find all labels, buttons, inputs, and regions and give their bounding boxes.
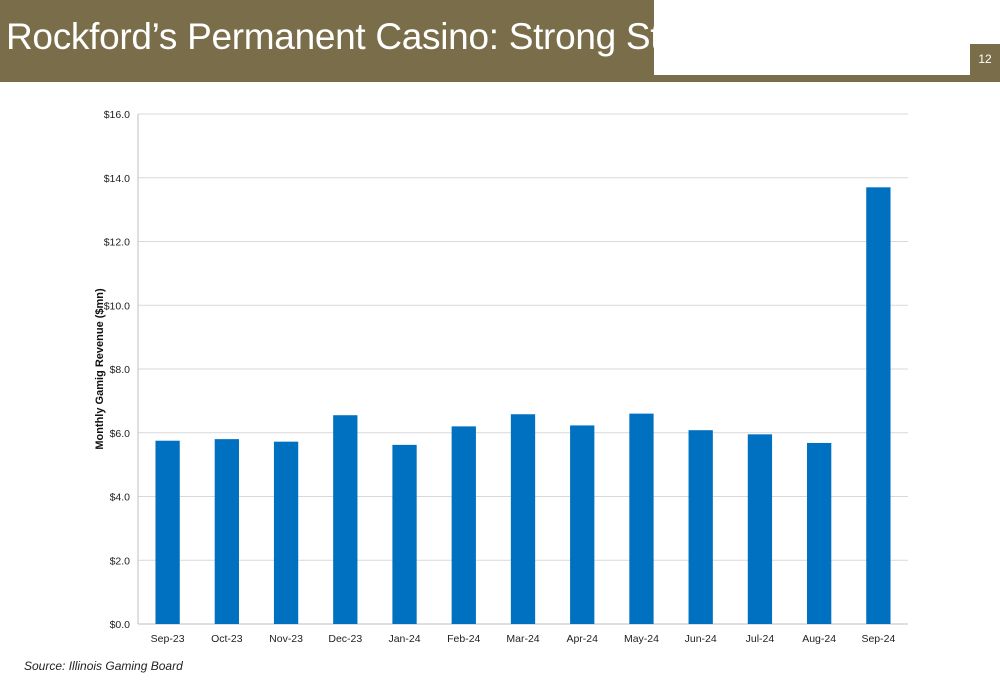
y-tick-label: $16.0 [104, 109, 130, 121]
source-note: Source: Illinois Gaming Board [24, 659, 183, 673]
page-number-box [970, 44, 1000, 75]
bar-apr-24 [570, 425, 595, 624]
bar-jan-24 [392, 444, 417, 624]
bars [155, 187, 891, 624]
bar-feb-24 [451, 426, 476, 624]
x-tick-label: Mar-24 [506, 633, 539, 645]
bar-dec-23 [333, 415, 358, 624]
y-tick-label: $12.0 [104, 237, 130, 249]
y-tick-label: $14.0 [104, 173, 130, 185]
x-tick-label: May-24 [624, 633, 659, 645]
x-tick-label: Oct-23 [211, 633, 243, 645]
y-tick-label: $10.0 [104, 300, 130, 312]
bar-aug-24 [807, 442, 832, 624]
y-tick-label: $8.0 [110, 364, 131, 376]
page-number: 12 [978, 52, 992, 66]
y-axis-label: Monthly Gamig Revenue ($mn) [94, 288, 106, 450]
bar-may-24 [629, 413, 654, 624]
bar-jun-24 [688, 430, 713, 624]
y-tick-label: $6.0 [110, 428, 131, 440]
header-white-panel [654, 0, 1000, 75]
y-tick-label: $2.0 [110, 555, 131, 567]
x-tick-label: Apr-24 [566, 633, 598, 645]
x-tick-label: Sep-23 [151, 633, 185, 645]
x-tick-label: Jun-24 [685, 633, 717, 645]
slide-title: Rockford’s Permanent Casino: Strong Star… [6, 16, 703, 57]
x-tick-label: Dec-23 [328, 633, 362, 645]
y-tick-label: $4.0 [110, 492, 131, 504]
bar-oct-23 [214, 439, 239, 624]
bar-sep-24 [866, 187, 891, 624]
bar-mar-24 [510, 414, 536, 624]
x-tick-label: Jan-24 [388, 633, 420, 645]
x-tick-label: Aug-24 [802, 633, 836, 645]
x-tick-label: Jul-24 [746, 633, 775, 645]
bar-chart: $0.0 $2.0 $4.0 $6.0 $8.0 $10.0 $12.0 $14.0 $16.0… [94, 109, 908, 645]
x-tick-labels: Sep-23 Oct-23 Nov-23 Dec-23 Jan-24 Feb-24 Mar-… [151, 633, 896, 645]
x-tick-label: Feb-24 [447, 633, 480, 645]
x-tick-label: Nov-23 [269, 633, 303, 645]
x-tick-label: Sep-24 [861, 633, 895, 645]
bar-jul-24 [747, 434, 773, 624]
bar-sep-23 [155, 440, 180, 624]
bar-nov-23 [273, 441, 299, 624]
y-tick-labels: $0.0 $2.0 $4.0 $6.0 $8.0 $10.0 $12.0 $14.0 $16.0 [104, 109, 130, 631]
y-tick-label: $0.0 [110, 619, 131, 631]
